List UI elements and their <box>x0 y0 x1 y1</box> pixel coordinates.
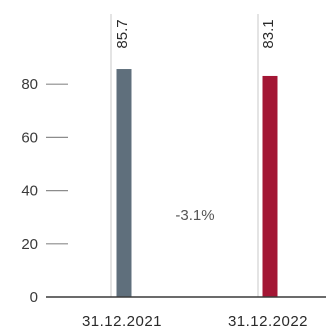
bar <box>262 75 278 297</box>
change-annotation: -3.1% <box>175 207 214 224</box>
x-category-label: 31.12.2021 <box>82 313 162 327</box>
bar <box>116 69 132 298</box>
bar-value-label: 83.1 <box>260 19 277 48</box>
bars <box>116 69 278 298</box>
labels: 85.7 31.12.2021 83.1 31.12.2022 <box>82 19 308 327</box>
y-tick-label: 60 <box>21 129 38 146</box>
y-tick-label: 20 <box>21 236 38 253</box>
y-tick-label: 40 <box>21 183 38 200</box>
y-tick-label: 0 <box>30 289 38 306</box>
bar-value-label: 85.7 <box>114 19 131 48</box>
x-category-label: 31.12.2022 <box>228 313 308 327</box>
y-axis: 0 20 40 60 80 <box>21 76 68 306</box>
bar-guides <box>110 14 259 297</box>
y-tick-label: 80 <box>21 76 38 93</box>
